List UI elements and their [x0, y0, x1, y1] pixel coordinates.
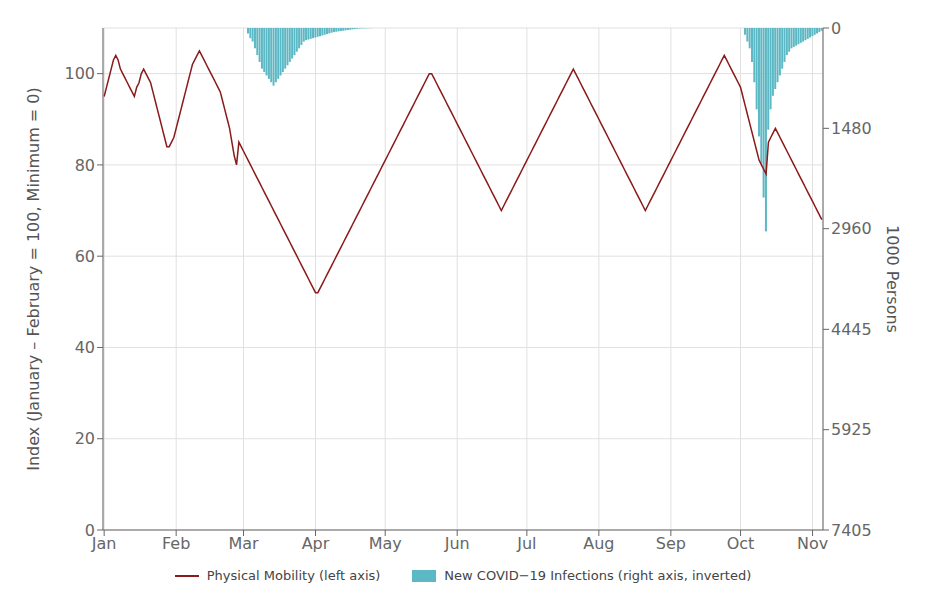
svg-text:4445: 4445: [831, 320, 872, 339]
svg-text:80: 80: [75, 156, 95, 175]
svg-text:60: 60: [75, 247, 95, 266]
svg-text:1000 Persons: 1000 Persons: [883, 225, 902, 333]
svg-text:Jul: Jul: [516, 534, 536, 553]
svg-text:0: 0: [85, 521, 95, 540]
html-text:Physical Mobility (left axis): Physical Mobility (left axis): [206, 568, 381, 583]
svg-text:100: 100: [64, 64, 95, 83]
svg-text:Oct: Oct: [727, 534, 755, 553]
svg-text:Jan: Jan: [91, 534, 117, 554]
svg-text:Feb: Feb: [162, 534, 190, 553]
svg-text:Aug: Aug: [583, 534, 614, 553]
svg-text:Jun: Jun: [444, 534, 470, 553]
svg-text:Index (January – February = 10: Index (January – February = 100, Minimum…: [24, 87, 43, 471]
svg-text:Mar: Mar: [228, 534, 259, 553]
svg-text:7405: 7405: [831, 521, 872, 540]
svg-text:20: 20: [75, 429, 95, 448]
svg-text:Nov: Nov: [797, 534, 828, 553]
svg-text:May: May: [369, 534, 402, 553]
svg-text:0: 0: [831, 19, 841, 38]
svg-text:40: 40: [75, 338, 95, 357]
svg-text:5925: 5925: [831, 420, 872, 439]
svg-text:Sep: Sep: [656, 534, 686, 553]
html-text:New COVID−19 Infections (right: New COVID−19 Infections (right axis, inv…: [444, 568, 752, 583]
svg-text:1480: 1480: [831, 119, 872, 138]
svg-text:2960: 2960: [831, 219, 872, 238]
svg-text:Apr: Apr: [302, 534, 330, 553]
